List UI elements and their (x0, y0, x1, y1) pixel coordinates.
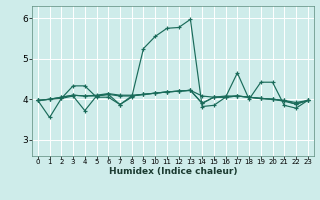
X-axis label: Humidex (Indice chaleur): Humidex (Indice chaleur) (108, 167, 237, 176)
